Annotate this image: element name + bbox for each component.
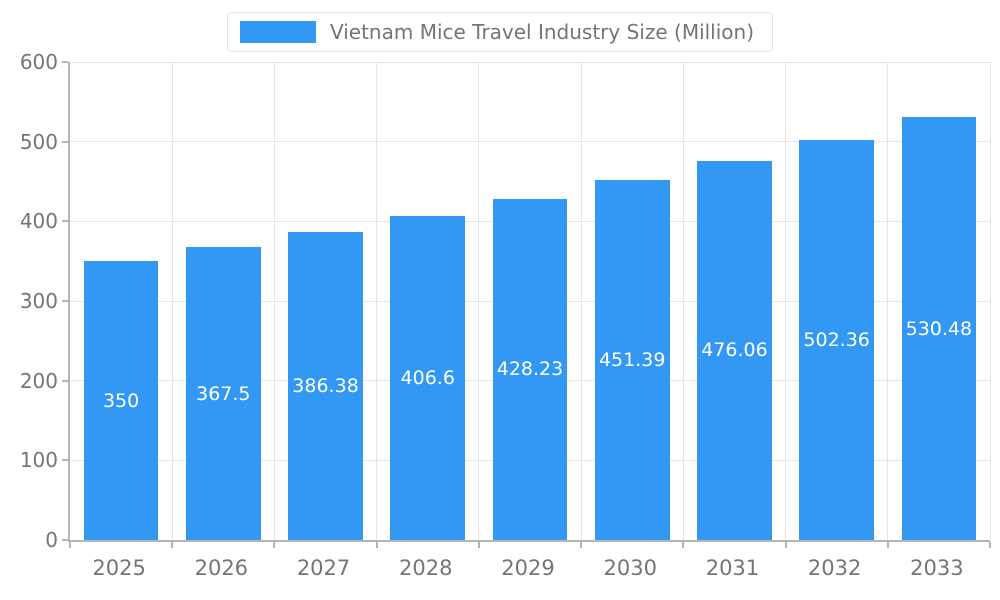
bar-2026[interactable]: 367.5 bbox=[186, 247, 261, 540]
gridline-horizontal bbox=[70, 61, 990, 63]
y-axis-tick bbox=[62, 300, 68, 302]
gridline-vertical bbox=[376, 62, 378, 540]
bar-value-label: 428.23 bbox=[496, 358, 564, 381]
x-tick-label: 2030 bbox=[603, 556, 657, 580]
x-tick-label: 2026 bbox=[194, 556, 249, 580]
x-axis-tick bbox=[273, 542, 276, 548]
bar-value-label: 476.06 bbox=[701, 339, 768, 362]
y-tick-label: 300 bbox=[19, 289, 58, 313]
y-axis-tick bbox=[62, 539, 68, 541]
bar-2029[interactable]: 428.23 bbox=[492, 198, 568, 540]
y-tick-label: 200 bbox=[19, 368, 58, 393]
gridline-horizontal bbox=[70, 141, 990, 143]
y-tick-label: 600 bbox=[19, 50, 58, 74]
gridline-vertical bbox=[580, 62, 582, 540]
gridline-vertical bbox=[785, 62, 787, 540]
y-tick-label: 400 bbox=[19, 209, 58, 234]
legend-swatch[interactable] bbox=[239, 21, 316, 43]
bar-2028[interactable]: 406.6 bbox=[390, 216, 466, 540]
y-tick-label: 0 bbox=[45, 528, 58, 552]
y-tick-label: 500 bbox=[19, 129, 58, 154]
x-tick-label: 2027 bbox=[296, 556, 351, 580]
bar-2030[interactable]: 451.39 bbox=[594, 180, 670, 540]
bar-2031[interactable]: 476.06 bbox=[697, 160, 772, 540]
bar-2032[interactable]: 502.36 bbox=[799, 139, 874, 540]
x-tick-label: 2025 bbox=[92, 556, 146, 580]
x-axis-tick bbox=[171, 542, 174, 548]
gridline-vertical bbox=[478, 62, 480, 540]
x-tick-label: 2033 bbox=[910, 556, 964, 580]
x-tick-label: 2028 bbox=[399, 556, 453, 580]
gridline-vertical bbox=[989, 62, 991, 540]
gridline-vertical bbox=[887, 62, 889, 540]
gridline-vertical bbox=[682, 62, 684, 540]
y-axis-tick bbox=[62, 379, 68, 382]
bar-value-label: 350 bbox=[102, 389, 140, 412]
chart-title: Vietnam Mice Travel Industry Size (Milli… bbox=[329, 20, 755, 44]
y-tick-label: 100 bbox=[19, 448, 58, 473]
x-axis-tick bbox=[784, 542, 787, 548]
bar-value-label: 406.6 bbox=[400, 367, 455, 390]
x-axis-tick bbox=[580, 542, 583, 548]
x-axis-tick bbox=[989, 542, 991, 548]
y-axis-tick bbox=[62, 61, 68, 63]
gridline-vertical bbox=[171, 62, 173, 540]
x-tick-label: 2029 bbox=[501, 556, 555, 580]
bar-2033[interactable]: 530.48 bbox=[901, 117, 977, 540]
y-axis-tick bbox=[62, 220, 68, 223]
bar-value-label: 530.48 bbox=[905, 317, 973, 340]
bar-value-label: 386.38 bbox=[292, 375, 359, 398]
chart-legend[interactable]: Vietnam Mice Travel Industry Size (Milli… bbox=[226, 12, 774, 52]
x-tick-label: 2031 bbox=[705, 556, 760, 580]
plot-area: 350 367.5 386.38 406.6 428.23 451.39 476.06 502… bbox=[62, 61, 991, 548]
y-axis-tick bbox=[62, 140, 68, 143]
x-axis-tick bbox=[886, 542, 889, 548]
x-axis-tick bbox=[375, 542, 378, 548]
bar-value-label: 367.5 bbox=[196, 382, 251, 405]
y-axis-tick bbox=[62, 459, 68, 462]
bar-2025[interactable]: 350 bbox=[83, 261, 159, 540]
bar-value-label: 502.36 bbox=[803, 328, 870, 351]
bar-value-label: 451.39 bbox=[598, 349, 666, 372]
bar-2027[interactable]: 386.38 bbox=[288, 232, 363, 540]
x-axis-tick bbox=[477, 542, 480, 548]
x-axis-tick bbox=[69, 542, 71, 548]
gridline-vertical bbox=[273, 62, 275, 540]
x-tick-label: 2032 bbox=[807, 556, 862, 580]
x-axis-tick bbox=[682, 542, 685, 548]
